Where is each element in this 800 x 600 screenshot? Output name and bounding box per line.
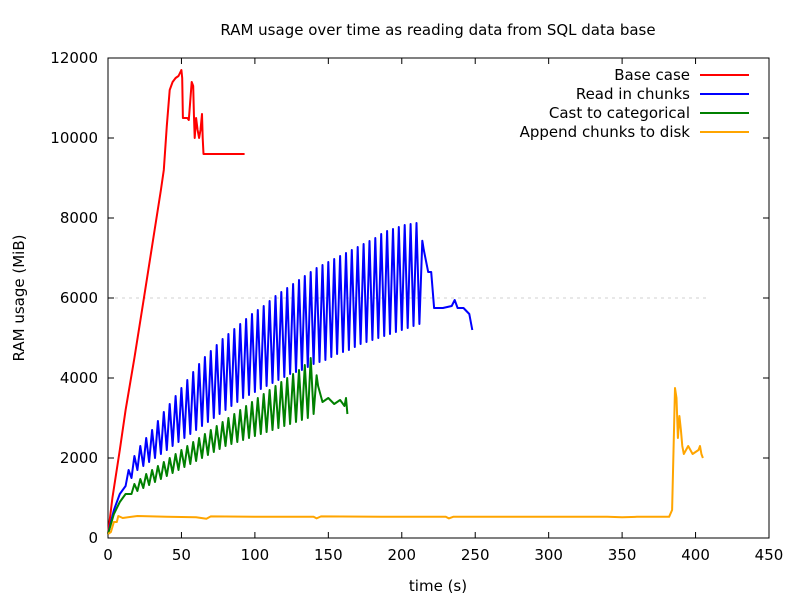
y-axis-label: RAM usage (MiB) — [10, 235, 28, 362]
series-line-1 — [107, 222, 474, 535]
y-tick-label: 8000 — [60, 209, 98, 227]
series-line-3 — [107, 387, 704, 535]
x-tick-label: 50 — [172, 546, 191, 564]
series-line-0 — [107, 69, 245, 535]
x-tick-label: 300 — [534, 546, 563, 564]
x-tick-label: 0 — [103, 546, 113, 564]
legend-label-3: Append chunks to disk — [520, 123, 691, 141]
x-tick-label: 350 — [608, 546, 637, 564]
y-tick-label: 10000 — [50, 129, 98, 147]
x-tick-label: 400 — [681, 546, 710, 564]
y-tick-label: 12000 — [50, 49, 98, 67]
y-tick-label: 6000 — [60, 289, 98, 307]
y-tick-label: 0 — [88, 529, 98, 547]
series-lines — [107, 69, 704, 535]
x-tick-label: 250 — [461, 546, 490, 564]
x-axis-label: time (s) — [409, 577, 467, 595]
legend-label-2: Cast to categorical — [549, 104, 690, 122]
series-line-2 — [107, 357, 349, 535]
x-tick-label: 100 — [241, 546, 270, 564]
axis-ticks: 0 50 100 150 200 250 300 350 400 450 0 2000 4000 6000… — [50, 49, 783, 564]
x-tick-label: 200 — [387, 546, 416, 564]
y-tick-label: 4000 — [60, 369, 98, 387]
legend-label-0: Base case — [614, 66, 690, 84]
x-tick-label: 450 — [755, 546, 784, 564]
chart-title: RAM usage over time as reading data from… — [220, 21, 655, 39]
legend-label-1: Read in chunks — [576, 85, 690, 103]
y-tick-label: 2000 — [60, 449, 98, 467]
x-tick-label: 150 — [314, 546, 343, 564]
